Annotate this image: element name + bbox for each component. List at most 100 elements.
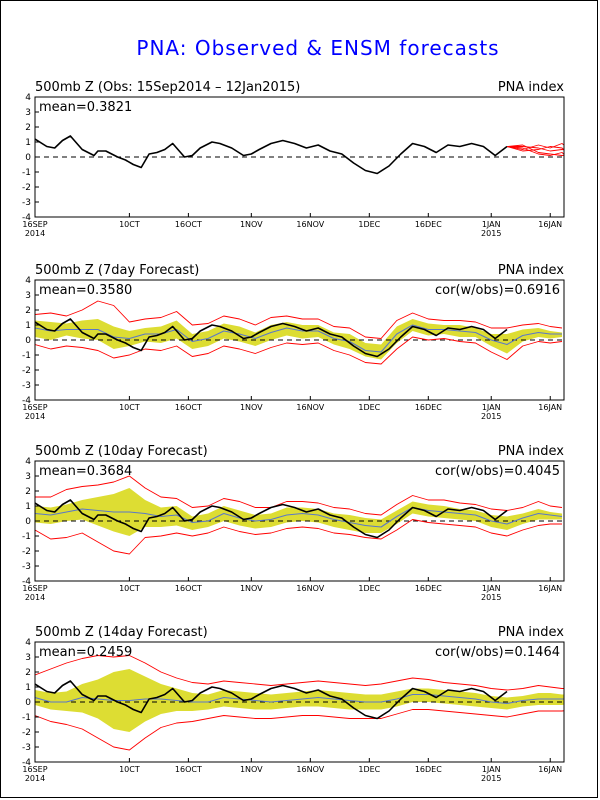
x-tick-label: 16SEP xyxy=(22,584,47,593)
x-tick-label: 16JAN xyxy=(538,765,562,774)
panel-index-label: PNA index xyxy=(498,444,564,459)
y-tick-label: 3 xyxy=(25,291,31,301)
x-tick-year-label: 2015 xyxy=(481,593,501,602)
x-tick-label: 1JAN xyxy=(482,584,501,593)
y-tick-label: 4 xyxy=(25,276,31,286)
series-line-ensemble-mean xyxy=(35,506,563,528)
x-tick-label: 16NOV xyxy=(296,220,324,229)
y-tick-label: -1 xyxy=(22,532,31,542)
y-tick-label: -4 xyxy=(22,577,31,587)
y-tick-label: 2 xyxy=(25,306,31,316)
x-tick-label: 1DEC xyxy=(358,584,380,593)
x-tick-label: 1JAN xyxy=(482,765,501,774)
chart-panel-3: 500mb Z (10day Forecast) PNA index mean=0.… xyxy=(22,444,565,602)
y-tick-label: 3 xyxy=(25,108,31,118)
y-tick-label: 1 xyxy=(25,502,31,512)
x-tick-year-label: 2014 xyxy=(25,229,45,238)
y-tick-label: -1 xyxy=(22,168,31,178)
plot-area xyxy=(35,655,564,751)
y-tick-label: -1 xyxy=(22,351,31,361)
mean-label: mean=0.3684 xyxy=(39,464,132,479)
mean-label: mean=0.3580 xyxy=(39,283,132,298)
x-tick-label: 16JAN xyxy=(538,403,562,412)
series-line-spread-edge xyxy=(35,336,563,365)
x-tick-label: 16DEC xyxy=(415,220,442,229)
x-tick-label: 1JAN xyxy=(482,403,501,412)
y-tick-label: -4 xyxy=(22,758,31,768)
y-tick-label: -2 xyxy=(22,728,31,738)
series-line-observed xyxy=(35,318,508,358)
series-line-observed xyxy=(35,499,508,539)
y-tick-label: 1 xyxy=(25,321,31,331)
x-tick-label: 16JAN xyxy=(538,584,562,593)
y-tick-label: -4 xyxy=(22,396,31,406)
panel-index-label: PNA index xyxy=(498,263,564,278)
x-tick-label: 16NOV xyxy=(296,403,324,412)
x-tick-year-label: 2014 xyxy=(25,412,45,421)
x-tick-label: 10CT xyxy=(119,220,140,229)
x-tick-year-label: 2014 xyxy=(25,774,45,783)
x-tick-label: 16NOV xyxy=(296,765,324,774)
chart-panel-4: 500mb Z (14day Forecast) PNA index mean=0.… xyxy=(22,625,565,783)
spread-band xyxy=(35,669,564,732)
series-line-spread-edge xyxy=(35,475,563,516)
y-tick-label: 2 xyxy=(25,123,31,133)
x-tick-year-label: 2015 xyxy=(481,412,501,421)
y-tick-label: 0 xyxy=(25,698,31,708)
x-tick-label: 1NOV xyxy=(240,584,263,593)
series-line-spread-edge xyxy=(35,709,564,751)
x-tick-label: 16OCT xyxy=(175,403,202,412)
y-tick-label: -2 xyxy=(22,366,31,376)
series-line-spread-edge xyxy=(35,300,563,339)
x-tick-year-label: 2014 xyxy=(25,593,45,602)
x-tick-year-label: 2015 xyxy=(481,774,501,783)
mean-label: mean=0.3821 xyxy=(39,100,132,115)
spread-band xyxy=(35,488,562,536)
series-line-observed xyxy=(35,135,508,175)
x-tick-label: 16OCT xyxy=(175,220,202,229)
x-tick-label: 16DEC xyxy=(415,765,442,774)
panel-title: 500mb Z (Obs: 15Sep2014 – 12Jan2015) xyxy=(35,80,300,95)
correlation-label: cor(w/obs)=0.6916 xyxy=(435,283,560,298)
y-tick-label: 0 xyxy=(25,153,31,163)
series-line-spread-edge xyxy=(35,519,562,555)
y-tick-label: 0 xyxy=(25,517,31,527)
x-tick-label: 1DEC xyxy=(358,220,380,229)
x-tick-label: 1NOV xyxy=(240,220,263,229)
y-tick-label: -1 xyxy=(22,713,31,723)
x-tick-label: 16NOV xyxy=(296,584,324,593)
x-tick-label: 16SEP xyxy=(22,765,47,774)
y-tick-label: 0 xyxy=(25,336,31,346)
y-tick-label: 3 xyxy=(25,653,31,663)
y-tick-label: -3 xyxy=(22,562,31,572)
panel-title: 500mb Z (7day Forecast) xyxy=(35,263,199,278)
chart-panel-2: 500mb Z (7day Forecast) PNA index mean=0.3… xyxy=(22,263,565,421)
x-tick-label: 1DEC xyxy=(358,765,380,774)
panel-index-label: PNA index xyxy=(498,625,564,640)
panel-title: 500mb Z (10day Forecast) xyxy=(35,444,208,459)
y-tick-label: -4 xyxy=(22,213,31,223)
x-tick-label: 1NOV xyxy=(240,403,263,412)
x-tick-label: 16OCT xyxy=(175,765,202,774)
correlation-label: cor(w/obs)=0.1464 xyxy=(435,645,560,660)
y-tick-label: -3 xyxy=(22,743,31,753)
y-tick-label: 4 xyxy=(25,457,31,467)
y-tick-label: 4 xyxy=(25,638,31,648)
x-tick-label: 16JAN xyxy=(538,220,562,229)
plot-area xyxy=(35,475,564,555)
plot-area xyxy=(35,300,564,365)
panel-title: 500mb Z (14day Forecast) xyxy=(35,625,208,640)
x-tick-label: 1JAN xyxy=(482,220,501,229)
y-tick-label: -2 xyxy=(22,547,31,557)
x-tick-label: 16DEC xyxy=(415,584,442,593)
x-tick-label: 1NOV xyxy=(240,765,263,774)
x-tick-label: 16DEC xyxy=(415,403,442,412)
y-tick-label: 1 xyxy=(25,138,31,148)
chart-panel-1: 500mb Z (Obs: 15Sep2014 – 12Jan2015) PNA … xyxy=(22,80,565,238)
x-tick-label: 16OCT xyxy=(175,584,202,593)
y-tick-label: -3 xyxy=(22,381,31,391)
y-tick-label: -3 xyxy=(22,198,31,208)
figure-title: PNA: Observed & ENSM forecasts xyxy=(136,36,500,60)
